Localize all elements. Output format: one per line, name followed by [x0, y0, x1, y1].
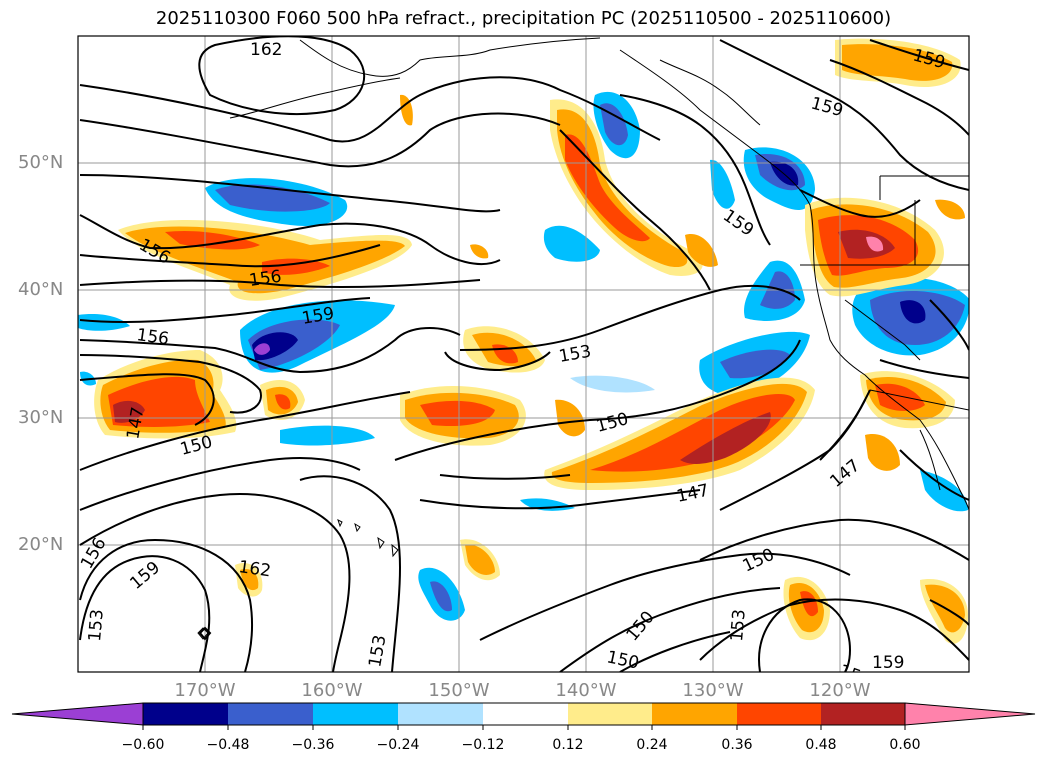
colorbar-label: 0.48: [805, 737, 837, 753]
colorbar-segment: [821, 703, 905, 725]
lon-label: 170°W: [174, 680, 236, 701]
lat-label: 40°N: [18, 279, 64, 300]
contour-label: 162: [250, 40, 282, 60]
colorbar-label: −0.60: [121, 737, 165, 753]
shade-pos-17: [865, 434, 900, 471]
plot-frame: [77, 35, 970, 673]
shade-neg-8c: [900, 300, 926, 324]
colorbar-segment: [737, 703, 821, 725]
shade-pos-12b: [240, 569, 259, 591]
map-title: 2025110300 F060 500 hPa refract., precip…: [155, 8, 892, 29]
shade-neg-10: [280, 425, 375, 446]
contour-label: 156: [135, 325, 170, 349]
shade-pos-1d: [262, 258, 330, 275]
colorbar-label: 0.24: [636, 737, 668, 753]
shade-pos-3b: [557, 109, 688, 268]
lon-label: 160°W: [301, 680, 363, 701]
colorbar-frame: [142, 702, 906, 726]
shade-pos-9b: [842, 44, 953, 81]
lon-label: 130°W: [682, 680, 744, 701]
shade-pos-11c: [800, 591, 818, 617]
shade-pos-16: [685, 234, 718, 267]
contour-label: 162: [237, 557, 272, 581]
lat-label: 20°N: [18, 534, 64, 555]
shade-pos-2d: [113, 400, 145, 423]
colorbar-left-extend: [11, 702, 144, 726]
colorbar-segment: [568, 703, 652, 725]
shade-pos-7d: [838, 229, 895, 259]
colorbar-label: −0.36: [291, 737, 335, 753]
colorbar-segment: [483, 703, 568, 725]
coastlines: [197, 37, 969, 640]
shade-pos-6d: [680, 412, 771, 464]
contour-label: 153: [727, 608, 750, 642]
colorbar-right-extend: [904, 702, 1036, 726]
lon-label: 150°W: [428, 680, 490, 701]
shade-neg-1b: [215, 184, 330, 212]
colorbar-label: −0.48: [206, 737, 250, 753]
colorbar: [11, 702, 1036, 730]
shade-neg-13: [710, 159, 735, 209]
contour-label: 153: [836, 661, 873, 691]
shade-pos-20: [935, 199, 965, 220]
shade-neg-7b: [720, 349, 790, 379]
colorbar-label: 0.36: [721, 737, 753, 753]
lat-label: 30°N: [18, 407, 64, 428]
shade-pos-19: [470, 244, 489, 259]
colorbar-label: 0.12: [552, 737, 584, 753]
contour-label: 156: [248, 267, 283, 291]
colorbar-segment: [143, 703, 228, 725]
shade-neg-9b: [430, 581, 452, 612]
lat-label: 50°N: [18, 152, 64, 173]
lon-label: 120°W: [809, 680, 871, 701]
shade-pos-4c: [420, 400, 495, 427]
shade-neg-11: [570, 375, 655, 393]
colorbar-segment: [228, 703, 313, 725]
colorbar-segment: [313, 703, 398, 725]
colorbar-label: 0.60: [889, 737, 921, 753]
contour-label: 153: [85, 608, 108, 642]
shade-pos-14c: [275, 394, 291, 410]
shade-neg-2d: [254, 343, 270, 355]
shade-pos-1c: [165, 230, 260, 250]
colorbar-segment: [398, 703, 483, 725]
shade-pos-6c: [590, 394, 795, 472]
shade-pos-8c: [875, 383, 925, 411]
shade-neg-3b: [600, 103, 628, 146]
colorbar-label: −0.24: [376, 737, 420, 753]
lon-label: 140°W: [555, 680, 617, 701]
shade-pos-7e: [866, 236, 884, 252]
colorbar-segment: [652, 703, 737, 725]
refractivity-contours: [79, 36, 969, 672]
contour-label: 159: [872, 653, 904, 673]
shade-pos-13b: [465, 544, 495, 575]
colorbar-label: −0.12: [461, 737, 505, 753]
shade-neg-12: [920, 470, 968, 512]
